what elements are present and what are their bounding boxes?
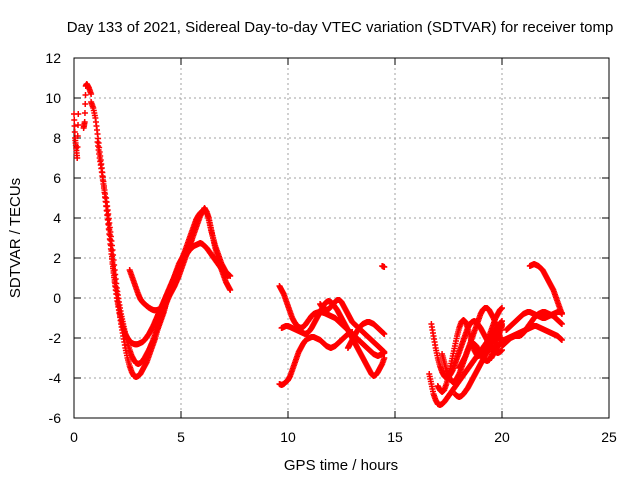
data-point	[381, 331, 388, 337]
series-arc-j	[317, 297, 388, 355]
data-point	[381, 264, 388, 270]
data-point	[558, 311, 565, 317]
x-tick-label: 15	[387, 429, 403, 445]
data-point	[81, 119, 88, 125]
data-point	[499, 321, 505, 327]
data-point	[558, 321, 565, 327]
series-arc-k	[344, 319, 388, 351]
y-tick-label: -2	[49, 330, 62, 346]
series-outlier	[379, 263, 388, 270]
y-tick-label: 2	[53, 250, 61, 266]
data-point	[74, 155, 81, 161]
plot-frame	[73, 57, 610, 419]
data-point	[227, 287, 234, 293]
x-axis: 0 5 10 15 20 25	[70, 58, 617, 445]
y-tick-label: 8	[53, 130, 61, 146]
data-point	[74, 133, 81, 139]
data-point	[82, 101, 89, 107]
data-point	[71, 117, 78, 123]
data-series	[71, 81, 565, 408]
series-arc-r	[499, 309, 565, 349]
y-tick-label: 4	[53, 210, 61, 226]
data-point	[74, 144, 81, 150]
data-point	[75, 122, 82, 128]
data-point	[558, 337, 565, 343]
data-point	[71, 129, 78, 135]
x-axis-label: GPS time / hours	[284, 457, 398, 474]
x-tick-label: 10	[280, 429, 296, 445]
series-arc-t	[526, 261, 565, 317]
x-tick-label: 0	[70, 429, 78, 445]
data-point	[381, 349, 388, 355]
series-arc-u	[456, 305, 505, 371]
data-point	[75, 111, 82, 117]
data-point	[88, 91, 95, 97]
y-tick-label: 0	[53, 290, 61, 306]
data-point	[71, 123, 78, 129]
y-axis-label: SDTVAR / TECUs	[7, 178, 24, 298]
chart-title: Day 133 of 2021, Sidereal Day-to-day VTE…	[67, 19, 614, 36]
data-point	[499, 339, 505, 345]
y-tick-label: 6	[53, 170, 61, 186]
data-point	[188, 237, 195, 243]
y-axis: -6 -4 -2 0 2 4 6 8 10 12	[45, 50, 609, 426]
series-arc-n	[434, 305, 505, 395]
y-tick-label: -6	[49, 410, 62, 426]
series-arc-f	[126, 237, 195, 314]
series-arc-a	[71, 111, 82, 161]
series-arc-h	[276, 329, 356, 388]
data-point	[82, 92, 89, 98]
y-tick-label: -4	[49, 370, 62, 386]
data-point	[81, 110, 88, 116]
x-tick-label: 25	[601, 429, 617, 445]
data-point	[381, 355, 388, 361]
y-tick-label: 12	[45, 50, 61, 66]
x-tick-label: 20	[494, 429, 510, 445]
chart-grid	[74, 58, 609, 418]
y-tick-label: 10	[45, 90, 61, 106]
series-arc-p	[451, 321, 505, 400]
x-tick-label: 5	[177, 429, 185, 445]
series-arc-e	[103, 195, 234, 367]
data-point	[499, 305, 505, 311]
series-arc-b	[80, 81, 95, 131]
